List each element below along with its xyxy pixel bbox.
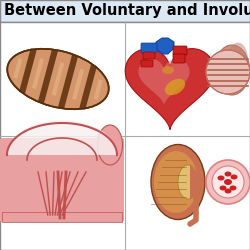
Ellipse shape — [224, 188, 232, 194]
FancyBboxPatch shape — [0, 138, 124, 222]
Polygon shape — [19, 48, 37, 93]
Ellipse shape — [178, 165, 198, 199]
Ellipse shape — [228, 42, 248, 78]
Polygon shape — [52, 62, 64, 96]
Polygon shape — [7, 120, 117, 155]
Polygon shape — [125, 48, 215, 130]
Bar — [0, 0, 250, 22]
Polygon shape — [72, 69, 84, 100]
Circle shape — [206, 50, 250, 94]
Polygon shape — [138, 59, 190, 105]
Ellipse shape — [154, 151, 198, 213]
Ellipse shape — [230, 174, 237, 180]
Polygon shape — [94, 80, 103, 100]
Ellipse shape — [218, 176, 224, 180]
Ellipse shape — [230, 186, 236, 190]
Ellipse shape — [214, 45, 250, 95]
FancyBboxPatch shape — [141, 60, 153, 67]
Bar — [2, 212, 122, 222]
Ellipse shape — [220, 186, 226, 190]
Ellipse shape — [165, 79, 185, 95]
Text: Between Voluntary and Involunt: Between Voluntary and Involunt — [4, 4, 250, 18]
Polygon shape — [190, 164, 200, 200]
Ellipse shape — [224, 172, 232, 176]
Polygon shape — [79, 65, 97, 110]
Polygon shape — [58, 54, 78, 109]
Ellipse shape — [224, 179, 232, 185]
Ellipse shape — [98, 125, 122, 165]
Circle shape — [212, 166, 244, 198]
Ellipse shape — [162, 66, 174, 74]
Ellipse shape — [7, 49, 109, 109]
Polygon shape — [156, 38, 174, 54]
FancyBboxPatch shape — [143, 52, 155, 59]
FancyBboxPatch shape — [141, 43, 157, 53]
Ellipse shape — [151, 144, 205, 220]
Polygon shape — [13, 58, 22, 78]
Circle shape — [206, 160, 250, 204]
Polygon shape — [38, 49, 58, 104]
FancyBboxPatch shape — [173, 54, 185, 63]
FancyBboxPatch shape — [173, 46, 187, 55]
Polygon shape — [32, 58, 44, 89]
